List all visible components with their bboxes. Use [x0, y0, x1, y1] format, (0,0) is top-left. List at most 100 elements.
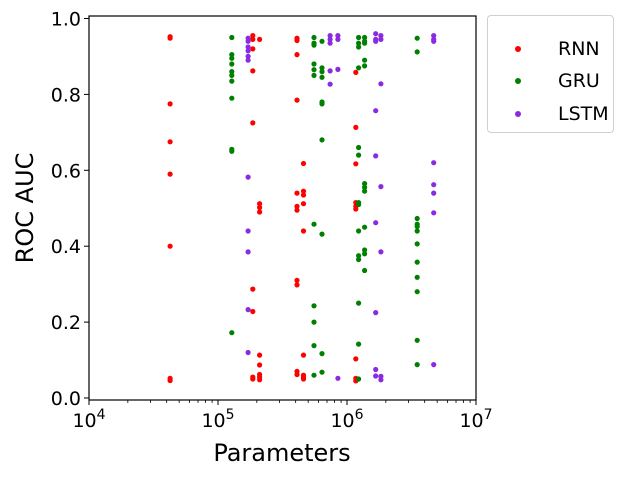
lstm-point	[327, 33, 333, 39]
rnn-point	[167, 377, 173, 384]
y-tick-label: 0.0	[51, 388, 81, 410]
lstm-point	[245, 57, 251, 63]
x-axis-ticks: 104 105 106 107	[72, 400, 493, 432]
lstm-point	[335, 375, 341, 381]
x-axis-label: Parameters	[213, 439, 350, 467]
gru-point	[311, 319, 317, 325]
gru-point	[356, 376, 362, 382]
gru-point	[362, 267, 368, 274]
gru-point	[356, 65, 362, 71]
gru-point	[319, 101, 325, 107]
gru-point	[362, 181, 368, 187]
lstm-point	[431, 190, 437, 196]
lstm-point	[431, 362, 437, 368]
gru-point	[362, 40, 368, 46]
y-axis-ticks: 0.0 0.2 0.4 0.6 0.8 1.0	[51, 9, 89, 410]
rnn-point	[294, 203, 300, 209]
lstm-point	[378, 377, 384, 383]
rnn-point	[257, 352, 263, 358]
lstm-point	[335, 66, 341, 72]
gru-point	[356, 341, 362, 347]
lstm-point	[335, 36, 341, 43]
lstm-point	[245, 38, 251, 44]
gru-point	[319, 231, 325, 237]
gru-point	[362, 63, 368, 69]
rnn-point	[294, 37, 300, 44]
gru-point	[229, 55, 235, 61]
gru-point	[319, 137, 325, 143]
gru-point	[319, 38, 325, 44]
legend-label: RNN	[558, 38, 600, 60]
gru-point	[356, 144, 362, 151]
gru-point	[414, 215, 420, 222]
gru-point	[356, 228, 362, 234]
legend-label: GRU	[558, 70, 600, 92]
gru-point	[229, 148, 235, 154]
gru-point	[311, 372, 317, 378]
lstm-point	[245, 349, 251, 356]
rnn-point	[257, 377, 263, 383]
gru-point	[414, 228, 420, 234]
rnn-point	[250, 36, 256, 43]
rnn-point	[353, 69, 359, 75]
y-tick-label: 0.8	[51, 84, 81, 106]
gru-point	[319, 369, 325, 375]
rnn-point	[300, 192, 307, 198]
gru-point	[229, 69, 235, 75]
lstm-point	[373, 366, 379, 373]
legend-item-lstm: LSTM	[488, 101, 613, 127]
lstm-point	[245, 228, 251, 234]
y-tick-label: 0.6	[51, 160, 81, 182]
rnn-point	[300, 160, 307, 167]
rnn-marker-icon	[515, 46, 521, 52]
lstm-marker-icon	[515, 111, 521, 117]
gru-point	[356, 40, 362, 46]
rnn-point	[294, 277, 300, 283]
gru-point	[229, 52, 235, 58]
lstm-point	[327, 40, 333, 46]
gru-point	[362, 224, 368, 230]
gru-point	[319, 69, 325, 75]
gru-point	[414, 337, 420, 343]
gru-point	[362, 188, 368, 194]
lstm-point	[245, 44, 251, 50]
rnn-point	[257, 204, 263, 211]
lstm-point	[431, 33, 437, 39]
gru-point	[356, 152, 362, 158]
rnn-point	[294, 207, 300, 213]
rnn-point	[294, 282, 300, 288]
gru-point	[362, 247, 368, 253]
rnn-point	[353, 206, 359, 212]
gru-point	[311, 221, 317, 227]
lstm-point	[245, 249, 251, 255]
gru-point	[319, 65, 325, 71]
gru-point	[362, 251, 368, 257]
gru-point	[319, 351, 325, 357]
gru-point	[414, 362, 420, 368]
gru-point	[414, 223, 420, 230]
rnn-point	[294, 97, 300, 103]
rnn-point	[257, 209, 263, 215]
x-tick-label: 104	[72, 407, 105, 432]
gru-point	[356, 34, 362, 41]
gru-point	[414, 241, 420, 247]
gru-point	[414, 259, 420, 265]
rnn-point	[167, 139, 173, 145]
gru-point	[362, 34, 368, 41]
rnn-point	[167, 243, 173, 249]
gru-point	[414, 35, 420, 41]
lstm-point	[373, 373, 379, 379]
gru-point	[319, 74, 325, 80]
rnn-point	[250, 286, 256, 292]
lstm-point	[335, 33, 341, 39]
legend-item-rnn: RNN	[488, 36, 613, 62]
gru-point	[311, 343, 317, 349]
rnn-point	[353, 124, 359, 130]
lstm-point	[431, 182, 437, 188]
gru-point	[414, 49, 420, 55]
rnn-point	[300, 188, 307, 194]
lstm-point	[327, 36, 333, 43]
y-tick-label: 0.4	[51, 236, 81, 258]
rnn-point	[167, 101, 173, 107]
lstm-point	[327, 81, 333, 87]
